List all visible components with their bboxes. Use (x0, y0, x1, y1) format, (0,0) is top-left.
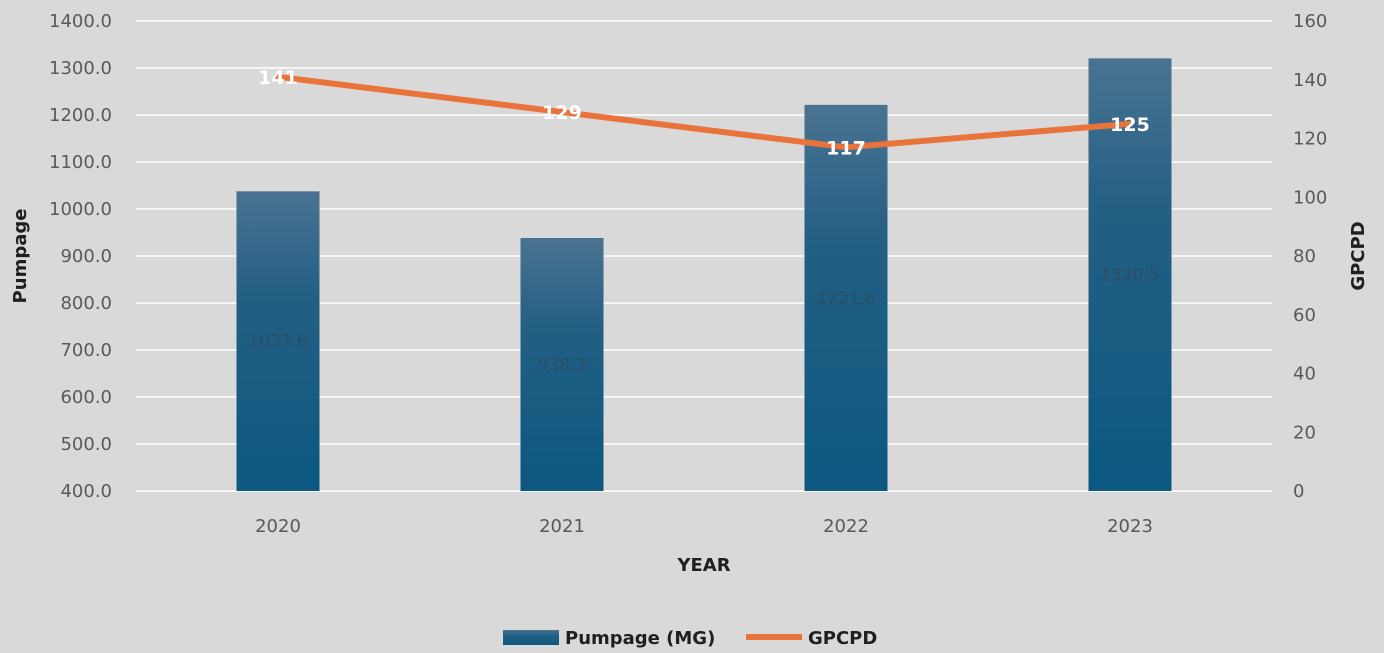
right-tick-label: 20 (1293, 422, 1316, 443)
bar-data-label: 938.3 (538, 355, 587, 375)
x-tick-label: 2020 (255, 516, 301, 537)
left-tick-label: 800.0 (60, 293, 112, 314)
line-data-label: 129 (542, 102, 582, 124)
left-tick-label: 1100.0 (49, 152, 112, 173)
line-data-labels: 141 129 117 125 (258, 67, 1150, 160)
left-tick-label: 500.0 (60, 434, 112, 455)
x-tick-label: 2021 (539, 516, 585, 537)
left-tick-label: 1200.0 (49, 105, 112, 126)
left-tick-label: 1400.0 (49, 11, 112, 32)
left-tick-label: 700.0 (60, 340, 112, 361)
bar-data-labels: 1037.6 938.3 1221.6 1320.5 (248, 266, 1159, 376)
x-axis-title: YEAR (676, 555, 730, 576)
legend-label-gpcpd: GPCPD (808, 628, 877, 649)
right-tick-label: 80 (1293, 246, 1316, 267)
bar-data-label: 1320.5 (1100, 266, 1159, 286)
left-tick-label: 400.0 (60, 481, 112, 502)
right-tick-label: 0 (1293, 481, 1304, 502)
bar-pumpage-2022 (804, 104, 888, 492)
legend-label-pumpage: Pumpage (MG) (565, 628, 715, 649)
left-tick-label: 900.0 (60, 246, 112, 267)
grid-lines (136, 20, 1272, 492)
legend-swatch-pumpage (503, 630, 559, 645)
right-tick-label: 120 (1293, 129, 1327, 150)
line-point-gpcpd-2021 (559, 109, 565, 116)
left-axis-title: Pumpage (10, 209, 31, 304)
bar-pumpage-2021 (520, 237, 604, 491)
x-tick-label: 2022 (823, 516, 869, 537)
line-data-label: 117 (826, 137, 866, 159)
legend-item-gpcpd[interactable]: GPCPD (746, 628, 877, 649)
right-tick-label: 100 (1293, 187, 1327, 208)
legend-item-pumpage[interactable]: Pumpage (MG) (503, 628, 715, 649)
line-series (275, 73, 1133, 151)
x-axis-ticks: 2020 2021 2022 2023 (255, 516, 1153, 537)
left-tick-label: 1300.0 (49, 58, 112, 79)
line-data-label: 141 (258, 67, 298, 89)
legend: Pumpage (MG) GPCPD (503, 628, 877, 649)
line-point-gpcpd-2023 (1127, 120, 1133, 127)
right-axis-ticks: 0 20 40 60 80 100 120 140 160 (1293, 11, 1327, 502)
left-tick-label: 1000.0 (49, 199, 112, 220)
right-tick-label: 140 (1293, 70, 1327, 91)
line-point-gpcpd-2022 (843, 144, 849, 151)
left-axis-ticks: 400.0 500.0 600.0 700.0 800.0 900.0 1000.0 1100… (49, 11, 112, 502)
bar-pumpage-2023 (1088, 58, 1172, 492)
bar-data-label: 1037.6 (248, 332, 307, 352)
right-tick-label: 40 (1293, 364, 1316, 385)
right-tick-label: 160 (1293, 11, 1327, 32)
bar-data-label: 1221.6 (816, 289, 875, 309)
bar-pumpage-2020 (236, 191, 320, 491)
right-tick-label: 60 (1293, 305, 1316, 326)
left-tick-label: 600.0 (60, 387, 112, 408)
bar-series (236, 58, 1172, 492)
line-point-gpcpd-2020 (275, 73, 281, 80)
x-tick-label: 2023 (1107, 516, 1153, 537)
right-axis-title: GPCPD (1348, 221, 1369, 290)
line-gpcpd (275, 73, 1133, 151)
line-data-label: 125 (1110, 114, 1150, 136)
